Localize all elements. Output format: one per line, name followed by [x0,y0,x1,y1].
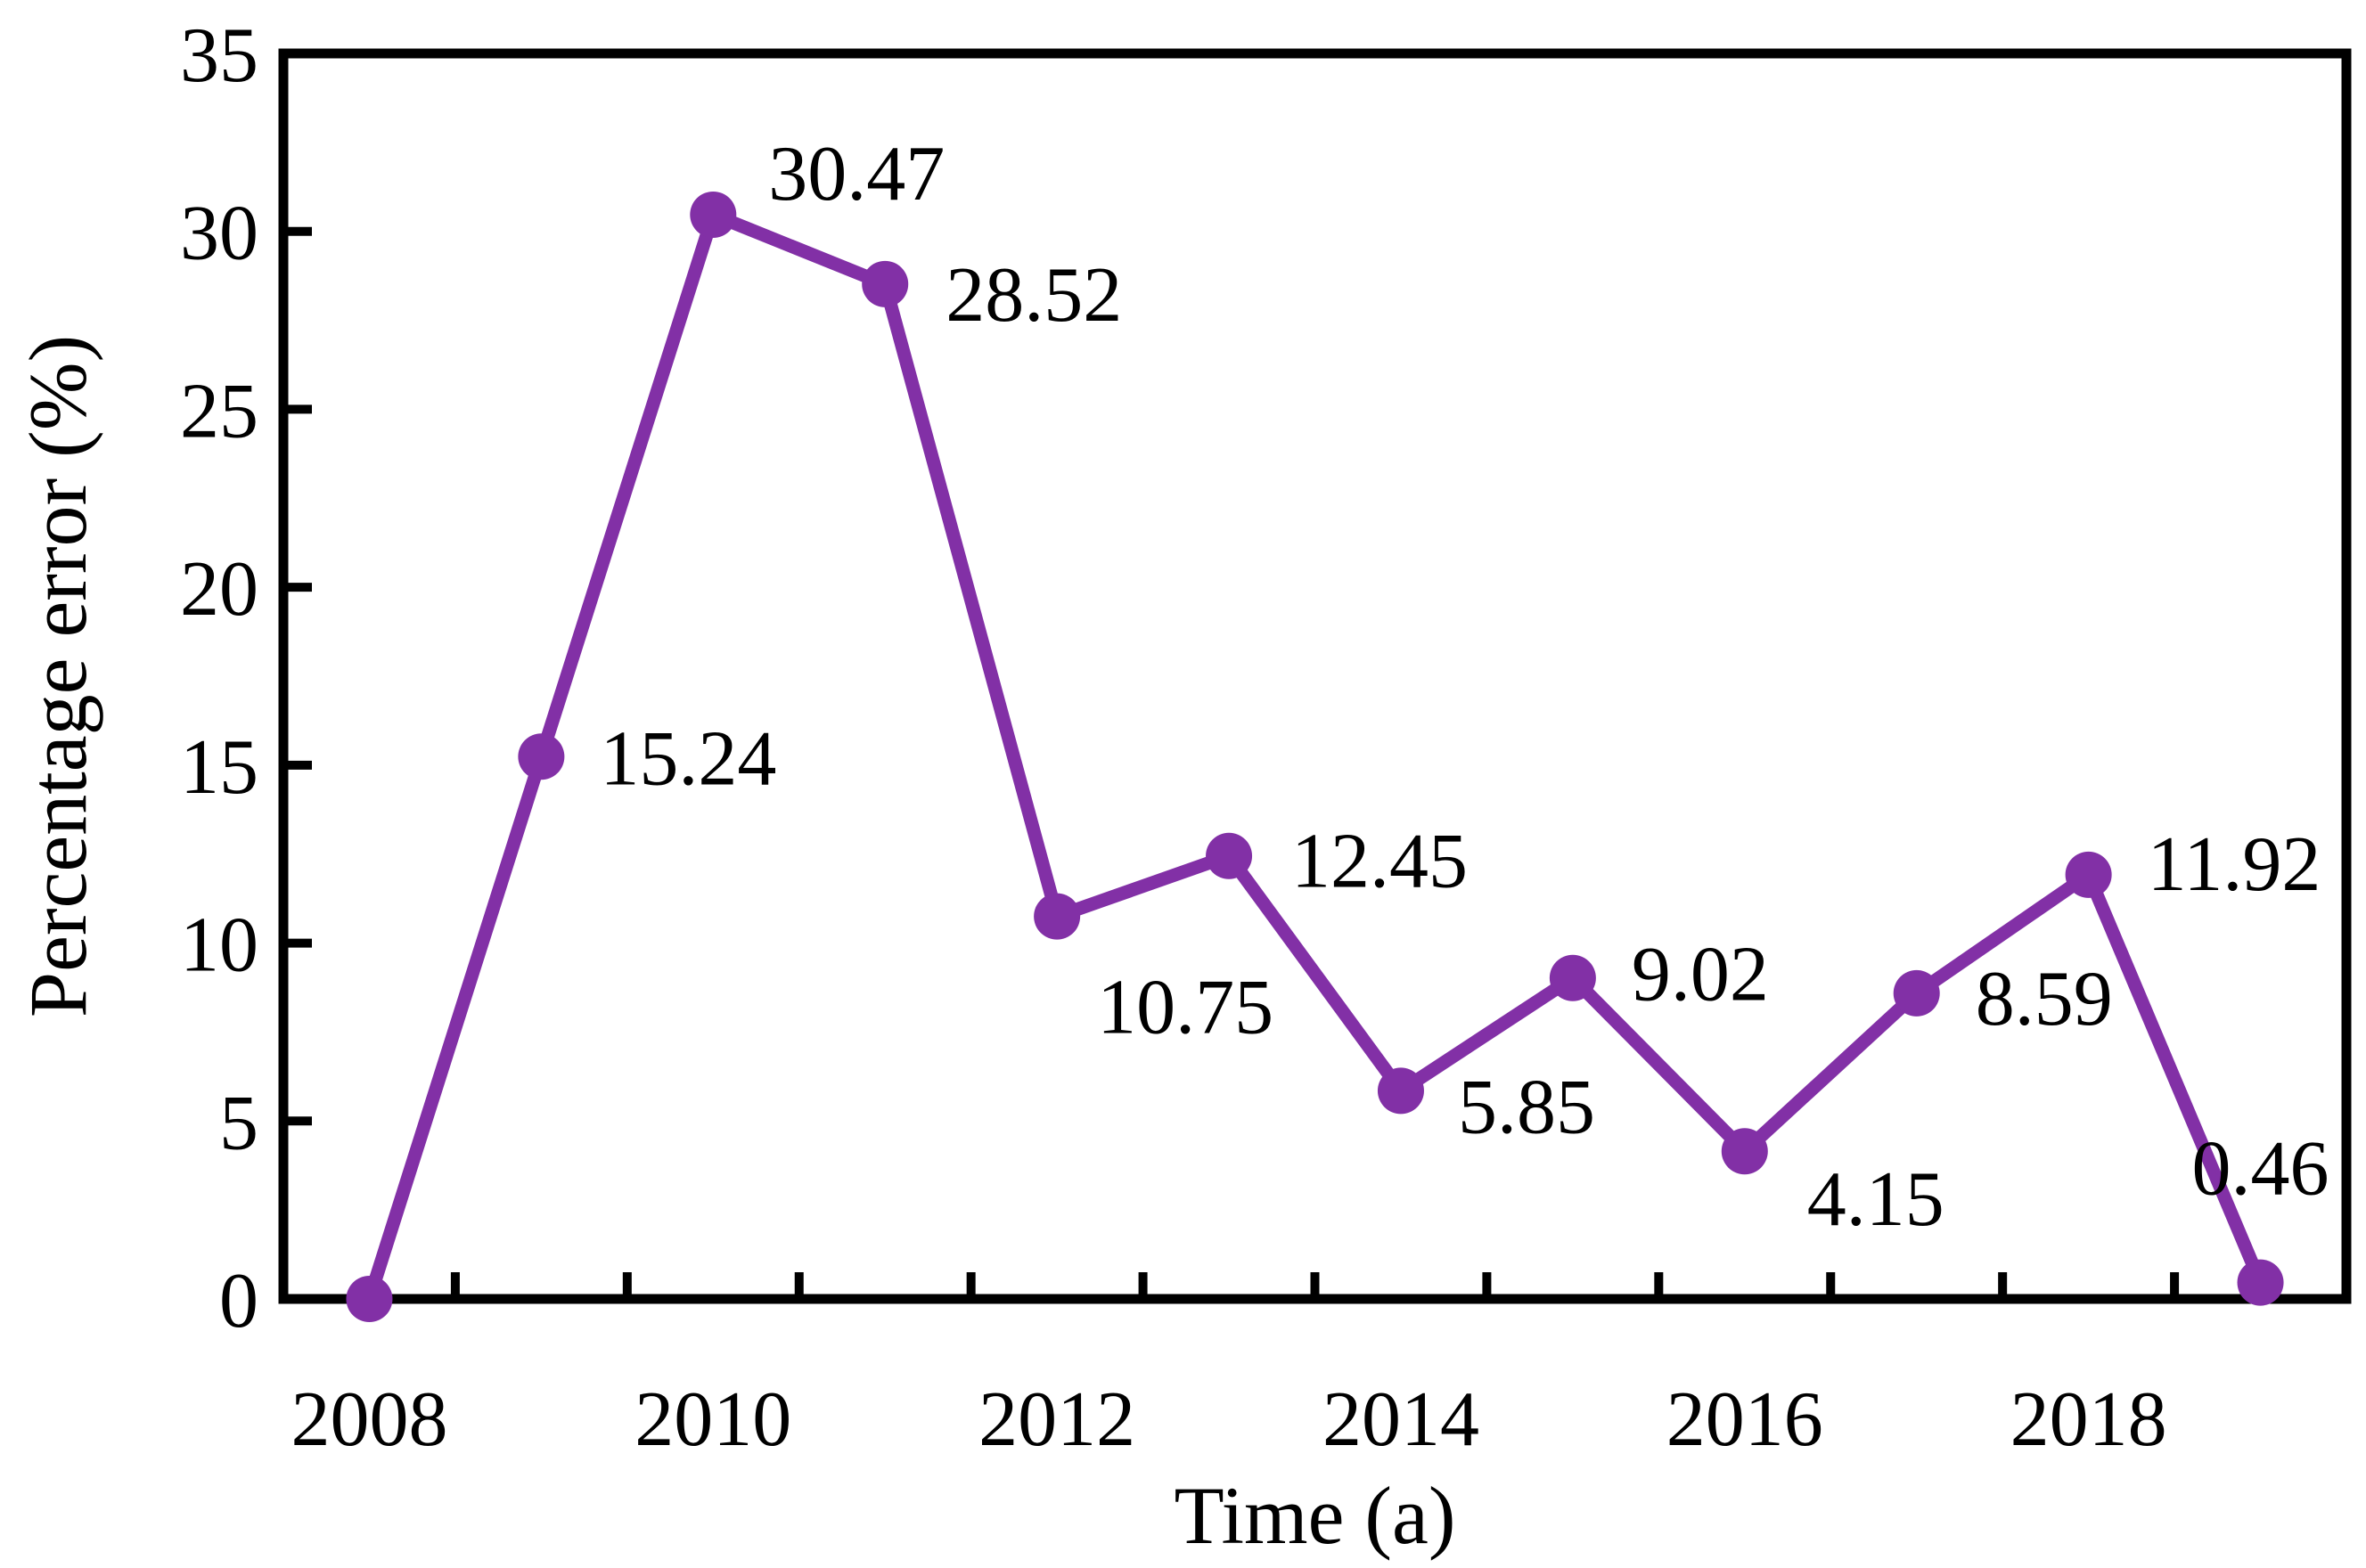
data-point-2019 [2237,1259,2284,1306]
series-path [362,208,2268,1306]
data-label-2018: 11.92 [2148,821,2321,908]
series-markers [346,191,2284,1322]
data-point-2016 [1721,1128,1768,1175]
x-tick-label: 2012 [978,1376,1135,1463]
data-label-2014: 5.85 [1458,1064,1595,1150]
x-axis-title: Time (a) [1174,1470,1455,1561]
x-tick-label: 2014 [1322,1376,1479,1463]
data-point-2010 [690,191,737,238]
y-axis-tick-labels: 0 5 10 15 20 25 30 35 [180,12,258,1344]
y-tick-label: 0 [219,1258,258,1344]
x-tick-label: 2016 [1666,1376,1823,1463]
y-tick-label: 10 [180,902,258,989]
data-label-2009: 15.24 [600,715,776,802]
data-point-2013 [1206,832,1253,879]
data-label-2017: 8.59 [1976,956,2113,1042]
data-label-2011: 28.52 [946,252,1122,339]
y-tick-label: 5 [219,1080,258,1166]
y-tick-label: 30 [180,191,258,277]
x-tick-label: 2018 [2010,1376,2167,1463]
data-label-2013: 12.45 [1291,819,1468,905]
y-axis-title: Percentage error (%) [12,335,103,1017]
x-tick-label: 2008 [291,1376,447,1463]
plot-area-border [278,48,2352,1304]
data-point-2012 [1034,893,1081,940]
data-label-2012: 10.75 [1097,965,1273,1051]
data-point-2008 [346,1276,393,1322]
x-axis-ticks [450,1272,2180,1299]
y-tick-label: 35 [180,12,258,99]
data-point-2015 [1549,954,1596,1001]
data-point-2011 [862,260,909,307]
x-tick-label: 2010 [634,1376,791,1463]
data-point-2018 [2065,851,2112,898]
y-tick-label: 25 [180,368,258,454]
data-point-2009 [518,733,565,780]
y-axis-ticks [283,226,312,1126]
data-point-2014 [1377,1067,1424,1115]
data-label-2015: 9.02 [1632,932,1769,1018]
y-tick-label: 20 [180,546,258,633]
series-line [362,208,2268,1306]
y-tick-label: 15 [180,724,258,811]
data-label-2019: 0.46 [2192,1126,2329,1213]
data-label-2016: 4.15 [1807,1156,1944,1243]
data-label-2010: 30.47 [768,131,945,217]
data-point-2017 [1893,969,1940,1017]
x-axis-tick-labels: 2008 2010 2012 2014 2016 2018 [291,1376,2166,1463]
